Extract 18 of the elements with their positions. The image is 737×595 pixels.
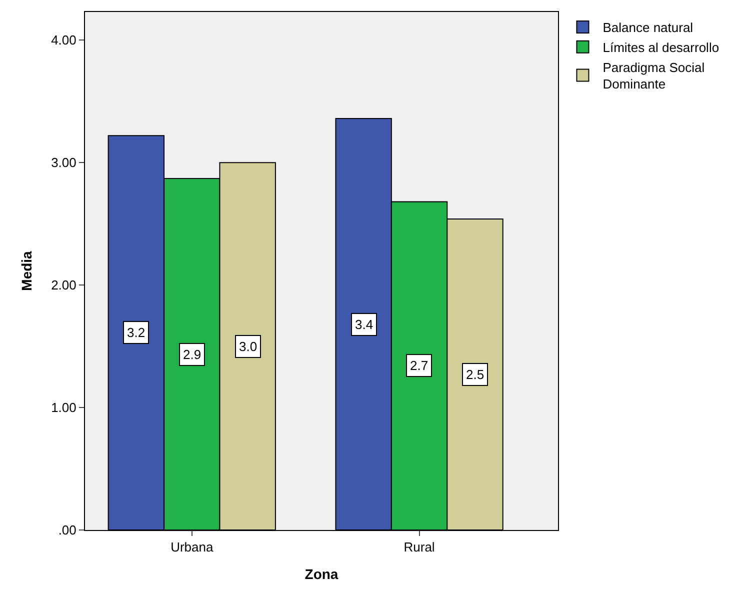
y-axis-title: Media [18,250,35,291]
x-axis-title: Zona [304,566,338,582]
legend-label: Paradigma Social Dominante [602,60,705,92]
y-tick-label: 1.00 [51,400,76,416]
data-label: 2.7 [410,358,428,373]
x-tick-label: Urbana [170,540,214,555]
y-tick-label: .00 [58,522,76,538]
y-tick-label: 2.00 [51,278,76,293]
legend-label: Límites al desarrollo [602,40,720,55]
data-label: 3.4 [355,317,374,332]
legend-label: Balance natural [602,20,694,36]
y-tick-label: 3.00 [51,155,76,170]
data-label: 3.2 [127,325,146,340]
y-tick-label: 4.00 [51,32,76,48]
data-label: 3.0 [239,339,258,354]
x-tick-label: Rural [404,540,435,555]
data-label: 2.5 [466,367,484,382]
data-label: 2.9 [183,347,202,362]
